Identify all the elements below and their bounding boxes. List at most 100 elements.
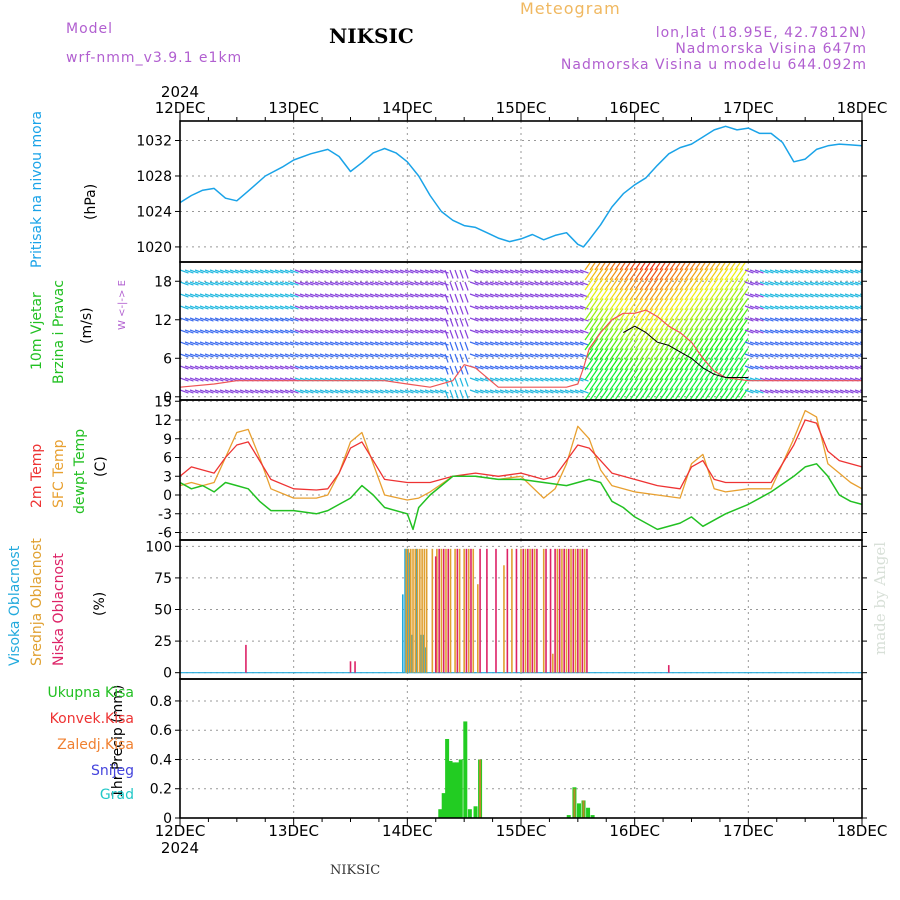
wind-barb <box>789 329 799 334</box>
wind-barb <box>549 281 559 286</box>
wind-barb <box>759 341 769 346</box>
wind-barb <box>699 318 709 331</box>
wind-barb <box>814 341 824 346</box>
wind-barb <box>694 328 704 341</box>
wind-barb <box>769 353 779 358</box>
wind-barb <box>714 338 724 351</box>
wind-barb <box>689 338 699 351</box>
wind-barb <box>369 353 379 358</box>
wind-barb <box>389 377 399 382</box>
wind-barb <box>814 365 824 370</box>
wind-barb <box>739 338 749 351</box>
wind-barb <box>844 341 854 346</box>
wind-barb <box>819 389 829 394</box>
wind-barb <box>744 353 754 358</box>
wind-barb <box>439 353 449 358</box>
wind-barb <box>714 268 724 281</box>
wind-barb <box>474 329 484 334</box>
wind-barb <box>539 365 549 370</box>
wind-barb <box>514 317 524 322</box>
wind-barb <box>274 341 284 346</box>
wind-barb <box>324 269 334 274</box>
wind-barb <box>184 305 194 310</box>
wind-barb <box>509 377 519 382</box>
wind-barb <box>364 281 374 286</box>
wind-barb <box>654 278 664 291</box>
wind-barb <box>414 305 424 310</box>
wind-barb <box>819 281 829 286</box>
wind-barb <box>504 341 514 346</box>
wind-barb <box>589 308 599 321</box>
wind-barb <box>429 389 439 394</box>
wind-barb <box>674 318 684 331</box>
wind-barb <box>364 353 374 358</box>
wind-barb <box>714 348 724 361</box>
wind-barb <box>429 365 439 370</box>
y-tick-label: 0 <box>163 390 172 406</box>
wind-barb <box>284 305 294 310</box>
wind-barb <box>679 268 689 281</box>
wind-barb <box>719 388 729 400</box>
wind-barb <box>584 368 594 381</box>
wind-barb <box>699 288 709 301</box>
wind-barb <box>224 377 234 382</box>
wind-barb <box>294 281 304 286</box>
wind-barb <box>809 305 819 310</box>
wind-barb <box>554 281 564 286</box>
wind-barb <box>854 389 862 394</box>
wind-barb <box>574 281 584 286</box>
wind-barb <box>394 269 404 274</box>
wind-barb <box>224 317 234 322</box>
wind-barb <box>484 389 494 394</box>
wind-barb <box>279 329 289 334</box>
wind-barb <box>829 365 839 370</box>
wind-barb <box>644 358 654 371</box>
wind-barb <box>599 328 609 341</box>
wind-barb <box>234 317 244 322</box>
wind-barb <box>489 329 499 334</box>
wind-barb <box>699 298 709 311</box>
wind-barb <box>759 389 769 394</box>
wind-barb <box>379 329 389 334</box>
wind-barb <box>584 318 594 331</box>
wind-barb <box>704 262 712 271</box>
wind-barb <box>429 269 439 274</box>
wind-barb <box>584 338 594 351</box>
wind-barb <box>729 378 739 391</box>
wind-barb <box>604 388 614 400</box>
wind-barb <box>409 365 419 370</box>
wind-barb <box>574 365 584 370</box>
wind-barb <box>404 269 414 274</box>
wind-barb <box>749 281 759 286</box>
x-tick-label-bottom: 16DEC <box>609 822 660 840</box>
wind-barb <box>349 293 359 298</box>
wind-barb <box>394 365 404 370</box>
wind-barb <box>734 308 744 321</box>
wind-barb <box>554 353 564 358</box>
wind-barb <box>394 281 404 286</box>
wind-barb <box>644 328 654 341</box>
wind-barb <box>634 358 644 371</box>
wind-barb <box>439 269 449 274</box>
wind-barb <box>279 341 289 346</box>
wind-barb <box>714 318 724 331</box>
wind-barb <box>284 353 294 358</box>
wind-barb <box>419 269 429 274</box>
wind-barb <box>644 378 654 391</box>
wind-barb <box>439 365 449 370</box>
wind-barb <box>319 269 329 274</box>
wind-barb <box>199 317 209 322</box>
wind-barb <box>289 341 299 346</box>
wind-barb <box>239 305 249 310</box>
wind-barb <box>739 348 749 361</box>
wind-barb <box>769 281 779 286</box>
wind-barb <box>374 389 384 394</box>
wind-barb <box>624 368 634 381</box>
wind-barb <box>614 262 622 271</box>
wind-barb <box>669 368 679 381</box>
wind-barb <box>369 389 379 394</box>
wind-barb <box>614 358 624 371</box>
wind-barb <box>269 317 279 322</box>
wind-barb <box>849 281 859 286</box>
wind-barb <box>229 341 239 346</box>
